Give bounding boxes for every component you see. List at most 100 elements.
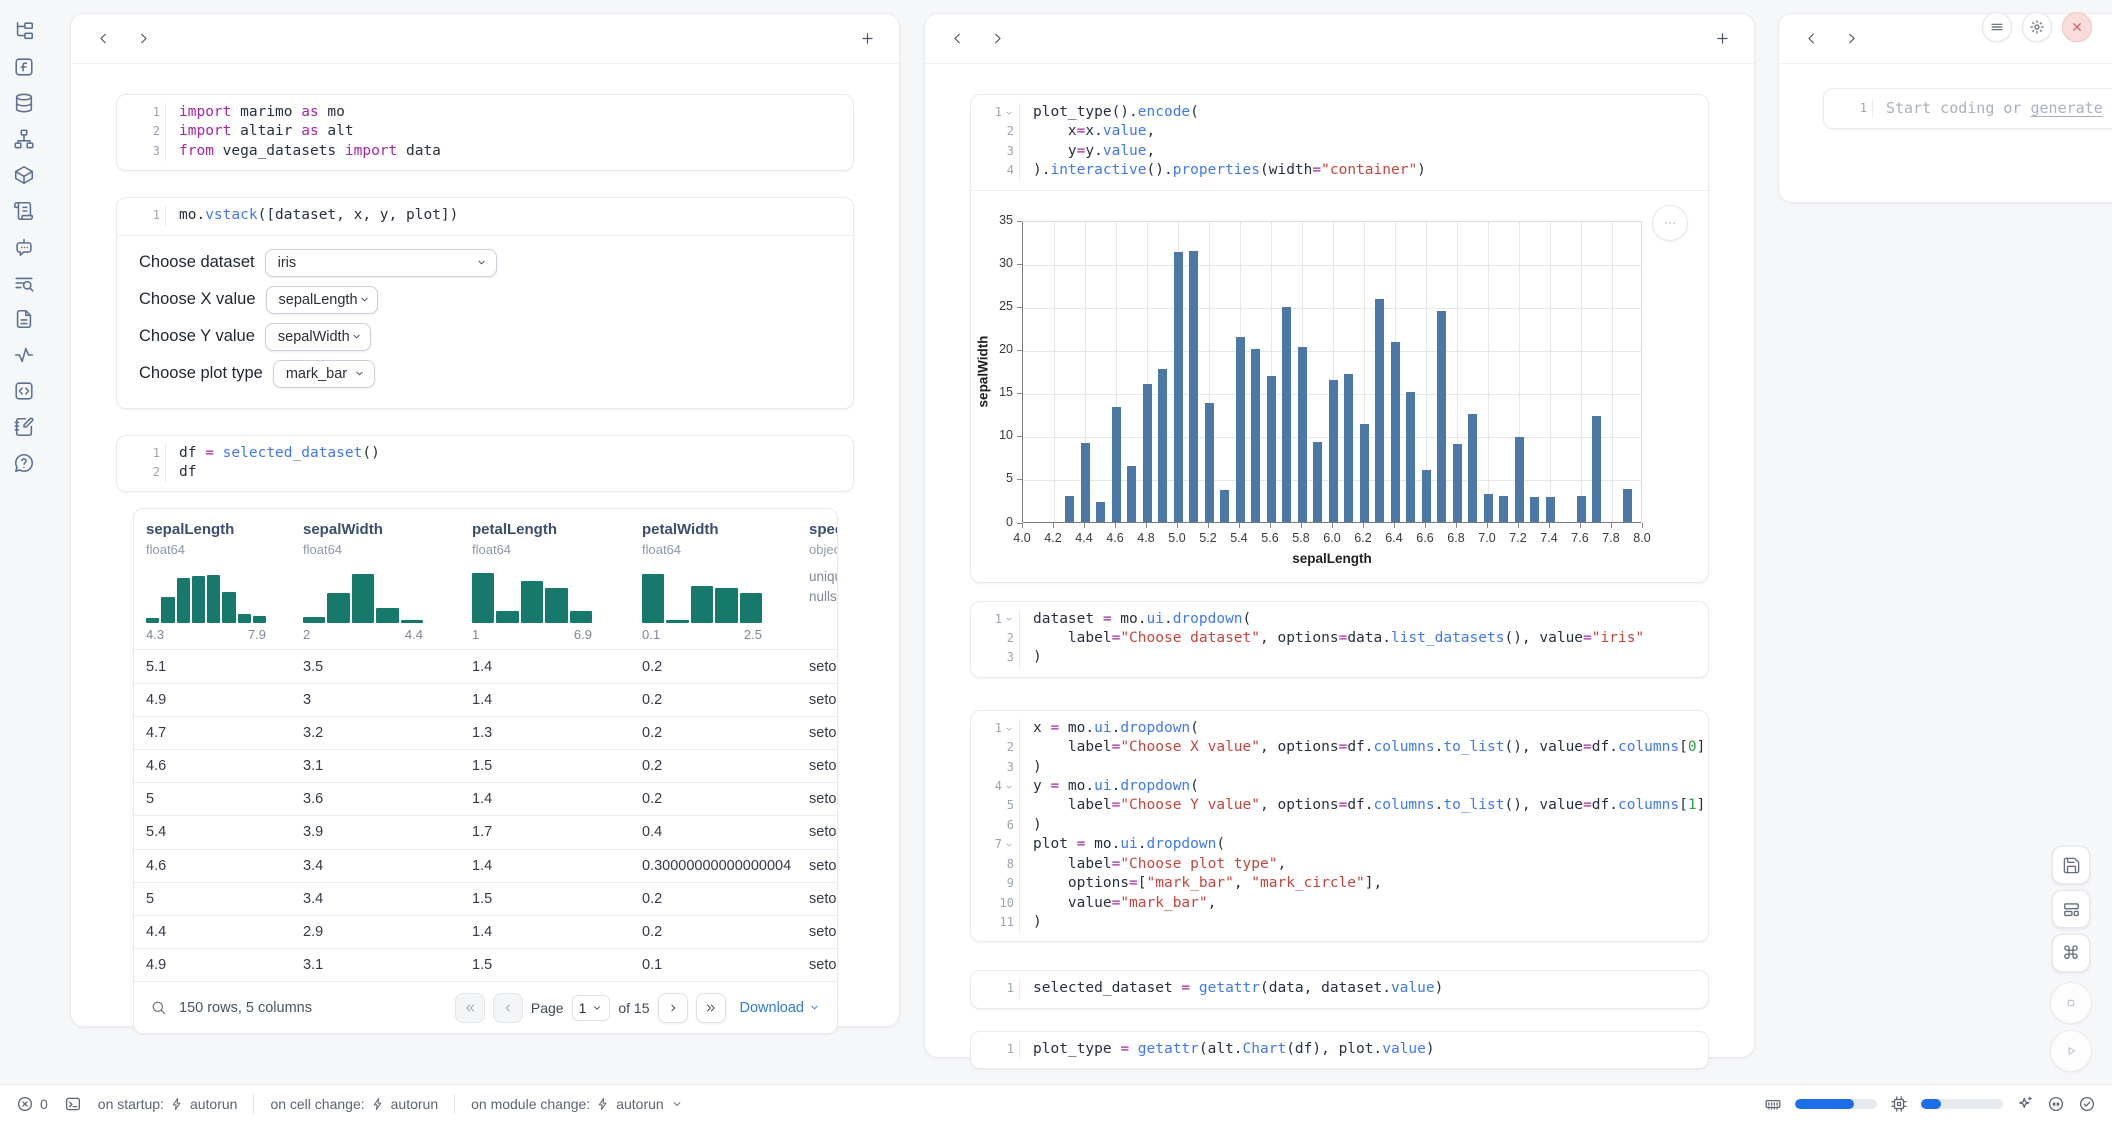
code-text[interactable]: df = selected_dataset() <box>165 443 853 464</box>
code-text[interactable]: y=y.value, <box>1019 141 1708 162</box>
x-value-select[interactable]: sepalLength <box>265 285 378 314</box>
code-editor-plot-type[interactable]: 1 plot_type = getattr(alt.Chart(df), plot… <box>971 1032 1708 1068</box>
on-module-change-autorun-toggle[interactable]: on module change: autorun <box>471 1096 684 1112</box>
fold-chevron-icon[interactable] <box>1004 108 1014 118</box>
file-tree-icon[interactable] <box>13 20 35 42</box>
run-all-button[interactable] <box>2050 1030 2092 1072</box>
code-editor-plot[interactable]: 1 plot_type().encode(2 x=x.value, 3 y=y.va… <box>971 95 1708 190</box>
shutdown-button[interactable] <box>2062 12 2092 42</box>
code-editor-imports[interactable]: 1 import marimo as mo 2 import altair as al… <box>117 95 853 170</box>
code-text[interactable]: y = mo.ui.dropdown( <box>1019 777 1708 797</box>
y-value-select[interactable]: sepalWidth <box>264 322 371 351</box>
terminal-button[interactable] <box>64 1095 82 1113</box>
generate-with-ai-link[interactable]: generate <box>2030 99 2103 117</box>
code-text[interactable]: import altair as alt <box>165 122 853 142</box>
chart-actions-button[interactable] <box>1652 204 1688 241</box>
document-icon[interactable] <box>13 308 35 330</box>
code-text[interactable]: selected_dataset = getattr(data, dataset… <box>1019 979 1708 999</box>
table-cell: 4.9 <box>146 957 167 974</box>
code-text[interactable]: label="Choose X value", options=df.colum… <box>1019 738 1708 758</box>
code-text[interactable]: label="Choose dataset", options=data.lis… <box>1019 629 1708 649</box>
save-button[interactable] <box>2052 846 2090 884</box>
download-button[interactable]: Download <box>740 1000 822 1016</box>
code-text[interactable]: plot_type = getattr(alt.Chart(df), plot.… <box>1019 1039 1708 1060</box>
first-page-button[interactable] <box>454 992 485 1023</box>
trace-search-icon[interactable] <box>13 272 35 294</box>
layout-toggle-button[interactable] <box>2052 890 2090 928</box>
copilot-icon[interactable] <box>2047 1095 2065 1113</box>
column-next-button[interactable] <box>131 27 155 51</box>
code-text[interactable]: mo.vstack([dataset, x, y, plot]) <box>165 206 853 226</box>
table-search-icon[interactable] <box>150 999 167 1016</box>
last-page-button[interactable] <box>695 992 726 1023</box>
package-icon[interactable] <box>13 164 35 186</box>
database-icon[interactable] <box>13 92 35 114</box>
fold-chevron-icon[interactable] <box>1004 724 1014 734</box>
code-line: 2 df <box>117 463 853 483</box>
error-count-badge[interactable]: 0 <box>16 1095 48 1113</box>
code-text[interactable]: from vega_datasets import data <box>165 141 853 162</box>
code-text[interactable]: plot = mo.ui.dropdown( <box>1019 835 1708 855</box>
function-icon[interactable] <box>13 56 35 78</box>
dependency-graph-icon[interactable] <box>13 128 35 150</box>
code-text[interactable]: value="mark_bar", <box>1019 893 1708 913</box>
add-column-button[interactable] <box>855 27 879 51</box>
scratchpad-icon[interactable] <box>13 416 35 438</box>
code-text[interactable]: ).interactive().properties(width="contai… <box>1019 161 1708 181</box>
editor-placeholder[interactable]: Start coding or generate with AI <box>1872 99 2112 119</box>
settings-button[interactable] <box>2022 12 2052 42</box>
column-histogram <box>146 567 266 624</box>
table-cell: setosa <box>809 857 837 874</box>
prev-page-button[interactable] <box>492 992 523 1023</box>
code-text[interactable]: options=["mark_bar", "mark_circle"], <box>1019 874 1708 894</box>
code-text[interactable]: label="Choose plot type", <box>1019 854 1708 875</box>
column-next-button[interactable] <box>985 27 1009 51</box>
code-text[interactable]: ) <box>1019 815 1708 836</box>
code-editor-dataset[interactable]: 1 dataset = mo.ui.dropdown(2 label="Choos… <box>971 602 1708 677</box>
chat-bot-icon[interactable] <box>13 236 35 258</box>
code-editor-df[interactable]: 1 df = selected_dataset() 2 df <box>117 436 853 492</box>
code-text[interactable]: ) <box>1019 757 1708 778</box>
code-text[interactable]: x=x.value, <box>1019 122 1708 142</box>
page-select[interactable]: 1 <box>571 994 611 1021</box>
code-text[interactable]: dataset = mo.ui.dropdown( <box>1019 609 1708 630</box>
on-startup-autorun-toggle[interactable]: on startup: autorun <box>97 1095 238 1112</box>
fold-chevron-icon[interactable] <box>1004 614 1014 624</box>
script-icon[interactable] <box>13 200 35 222</box>
dataset-select[interactable]: iris <box>264 248 497 277</box>
ai-sparkle-icon[interactable] <box>2016 1095 2034 1113</box>
code-editor-selected[interactable]: 1 selected_dataset = getattr(data, datase… <box>971 971 1708 1007</box>
next-page-button[interactable] <box>657 992 688 1023</box>
notebook-menu-button[interactable] <box>1982 12 2012 42</box>
add-column-button[interactable] <box>1710 27 1734 51</box>
code-line: 1 plot_type().encode( <box>971 103 1708 123</box>
code-text[interactable]: import marimo as mo <box>165 103 853 123</box>
snippets-icon[interactable] <box>13 380 35 402</box>
code-editor-vstack[interactable]: 1 mo.vstack([dataset, x, y, plot]) <box>117 198 853 234</box>
x-tick-label: 7.2 <box>1509 530 1527 545</box>
new-cell-editor[interactable]: 1 Start coding or generate with AI <box>1823 88 2112 130</box>
plot-type-select[interactable]: mark_bar <box>272 359 375 388</box>
column-prev-button[interactable] <box>945 27 969 51</box>
connection-status-icon[interactable] <box>2078 1095 2096 1113</box>
column-prev-button[interactable] <box>1799 27 1823 51</box>
code-text[interactable]: label="Choose Y value", options=df.colum… <box>1019 796 1708 816</box>
chart-plot-area[interactable] <box>1022 220 1642 523</box>
altair-chart[interactable]: 4.0 4.2 4.4 4.6 4.8 5.0 5.2 5.4 5.6 5.8 6.0 6.2 6.4 6… <box>971 189 1708 582</box>
column-next-button[interactable] <box>1839 27 1863 51</box>
help-icon[interactable] <box>13 452 35 474</box>
on-cell-change-autorun-toggle[interactable]: on cell change: autorun <box>270 1095 439 1112</box>
column-prev-button[interactable] <box>91 27 115 51</box>
code-text[interactable]: ) <box>1019 912 1708 933</box>
table-cell: 5.1 <box>146 658 167 675</box>
code-text[interactable]: df <box>165 463 853 483</box>
fold-chevron-icon[interactable] <box>1004 840 1014 850</box>
fold-chevron-icon[interactable] <box>1004 782 1014 792</box>
code-text[interactable]: plot_type().encode( <box>1019 103 1708 123</box>
code-text[interactable]: ) <box>1019 648 1708 668</box>
activity-icon[interactable] <box>13 344 35 366</box>
command-palette-button[interactable]: ⌘ <box>2052 934 2090 972</box>
code-text[interactable]: x = mo.ui.dropdown( <box>1019 718 1708 739</box>
stop-kernel-button[interactable] <box>2050 982 2092 1024</box>
